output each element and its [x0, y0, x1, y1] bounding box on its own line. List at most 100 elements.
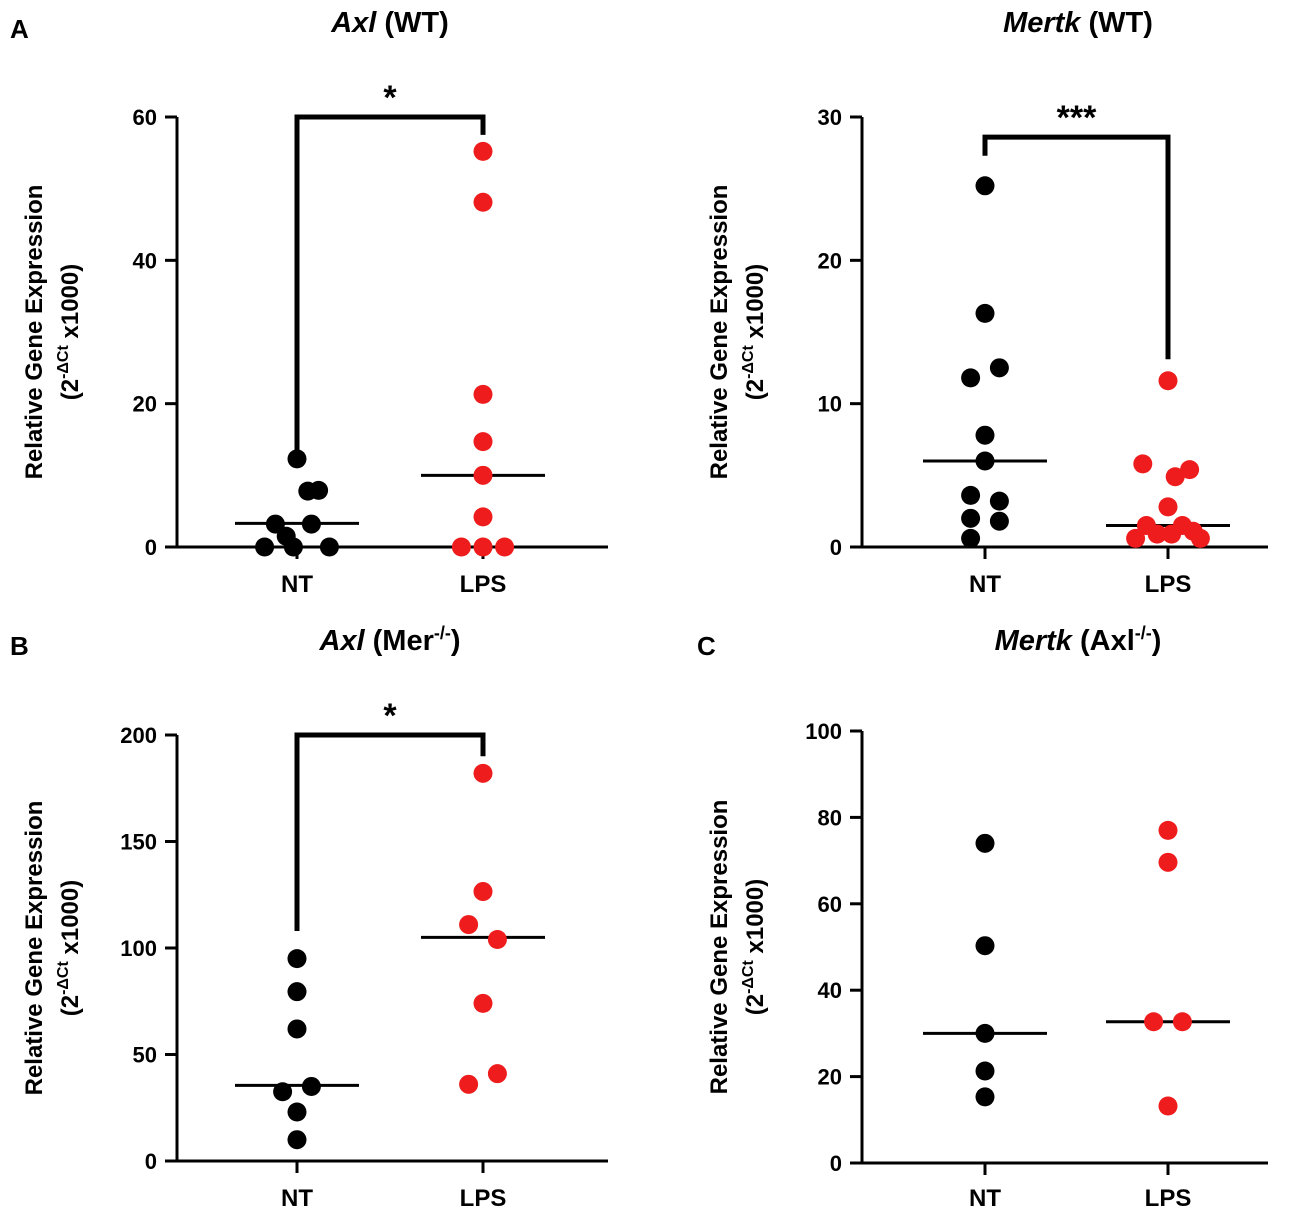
- y-axis-label-suffix: x1000): [742, 264, 769, 345]
- data-point-lps: [1147, 524, 1167, 544]
- x-tick-label-nt: NT: [969, 1185, 1001, 1212]
- y-tick-label: 200: [120, 723, 157, 748]
- y-axis-label-superscript: -ΔCt: [55, 961, 72, 995]
- y-axis-label: Relative Gene Expression (2-ΔCt x1000): [706, 185, 769, 480]
- data-point-nt: [975, 1023, 995, 1043]
- panel-label-b: B: [10, 631, 29, 661]
- x-tick-label-nt: NT: [969, 571, 1001, 598]
- y-axis-label-prefix: (2: [742, 994, 769, 1015]
- plot-mertk-wt: Mertk (WT) Relative Gene Expression (2-ΔCt…: [706, 7, 1268, 598]
- y-axis-label-line2: (2-ΔCt x1000): [740, 264, 769, 400]
- y-axis-label-superscript: -ΔCt: [55, 345, 72, 379]
- data-point-lps: [451, 537, 471, 557]
- data-point-nt: [989, 358, 1009, 378]
- data-point-lps: [473, 432, 493, 452]
- data-point-nt: [975, 176, 995, 196]
- data-point-lps: [473, 465, 493, 485]
- y-tick-label: 80: [818, 805, 842, 830]
- chart-title-genotype: (WT): [376, 7, 448, 39]
- data-point-lps: [1144, 1012, 1164, 1032]
- data-point-lps: [495, 537, 515, 557]
- y-axis-label-prefix: (2: [57, 379, 84, 400]
- y-axis-label-line2: (2-ΔCt x1000): [740, 879, 769, 1015]
- y-tick-label: 20: [133, 392, 157, 417]
- chart-title: Axl (WT): [330, 7, 449, 39]
- data-point-nt: [287, 1130, 307, 1150]
- panel-label-c: C: [697, 631, 716, 661]
- data-point-nt: [283, 537, 303, 557]
- data-point-nt: [287, 1102, 307, 1122]
- data-point-lps: [459, 1074, 479, 1094]
- data-point-lps: [1158, 852, 1178, 872]
- y-axis-label-prefix: (2: [57, 995, 84, 1016]
- data-point-nt: [975, 303, 995, 323]
- y-axis-label-suffix: x1000): [57, 264, 84, 345]
- y-tick-label: 50: [133, 1043, 157, 1068]
- chart-title-genotype: (Axl: [1072, 625, 1135, 657]
- data-point-nt: [975, 936, 995, 956]
- data-point-nt: [961, 485, 981, 505]
- data-point-lps: [473, 141, 493, 161]
- y-axis-label: Relative Gene Expression (2-ΔCt x1000): [21, 801, 84, 1096]
- chart-title-genotype: (Mer: [365, 625, 434, 657]
- x-tick-label-lps: LPS: [460, 1185, 507, 1212]
- data-point-nt: [961, 508, 981, 528]
- data-point-nt: [265, 514, 285, 534]
- data-point-lps: [487, 1064, 507, 1084]
- plot-axl-wt: Axl (WT) Relative Gene Expression (2-ΔCt x…: [21, 7, 608, 598]
- data-point-lps: [473, 537, 493, 557]
- data-point-nt: [961, 368, 981, 388]
- y-tick-label: 60: [133, 105, 157, 130]
- chart-title-gene: Axl: [330, 7, 377, 39]
- data-point-lps: [1162, 524, 1182, 544]
- data-point-nt: [975, 1087, 995, 1107]
- y-axis-label-prefix: (2: [742, 379, 769, 400]
- y-axis-label-line1: Relative Gene Expression: [21, 801, 48, 1096]
- significance-label: ***: [1057, 99, 1097, 137]
- y-axis-label-line1: Relative Gene Expression: [706, 185, 733, 480]
- x-tick-label-lps: LPS: [460, 571, 507, 598]
- y-tick-label: 0: [145, 1149, 157, 1174]
- x-tick-label-nt: NT: [281, 571, 313, 598]
- y-axis-label-line1: Relative Gene Expression: [21, 185, 48, 480]
- data-point-lps: [1183, 521, 1203, 541]
- y-tick-label: 150: [120, 830, 157, 855]
- chart-title: Mertk (Axl-/-): [995, 623, 1162, 657]
- data-point-lps: [473, 763, 493, 783]
- data-point-lps: [1172, 1012, 1192, 1032]
- data-point-nt: [301, 1076, 321, 1096]
- significance-label: *: [383, 79, 397, 117]
- data-point-lps: [1158, 1096, 1178, 1116]
- data-point-nt: [287, 1019, 307, 1039]
- significance-bracket: [294, 114, 486, 458]
- data-point-nt: [989, 491, 1009, 511]
- y-axis-label-superscript: -ΔCt: [740, 345, 757, 379]
- x-tick-label-nt: NT: [281, 1185, 313, 1212]
- data-point-nt: [975, 451, 995, 471]
- chart-title-close: ): [1152, 625, 1162, 657]
- data-point-lps: [473, 384, 493, 404]
- data-point-nt: [975, 425, 995, 445]
- data-point-lps: [1158, 371, 1178, 391]
- data-point-lps: [1180, 460, 1200, 480]
- data-point-lps: [459, 915, 479, 935]
- plot-axl-mer: Axl (Mer-/-) Relative Gene Expression (2-Δ…: [21, 623, 608, 1212]
- y-tick-label: 10: [818, 392, 842, 417]
- chart-title-superscript: -/-: [434, 623, 451, 643]
- data-point-lps: [473, 192, 493, 212]
- significance-bracket: [982, 134, 1171, 360]
- data-point-lps: [1165, 467, 1185, 487]
- y-axis-label-line1: Relative Gene Expression: [706, 800, 733, 1095]
- data-point-lps: [487, 929, 507, 949]
- data-point-nt: [961, 528, 981, 548]
- x-tick-label-lps: LPS: [1145, 1185, 1192, 1212]
- data-point-nt: [287, 449, 307, 469]
- y-axis-label-line2: (2-ΔCt x1000): [55, 264, 84, 400]
- data-point-nt: [975, 1061, 995, 1081]
- chart-title-gene: Mertk: [995, 625, 1074, 657]
- y-axis-label-line2: (2-ΔCt x1000): [55, 880, 84, 1016]
- data-point-nt: [287, 949, 307, 969]
- data-point-lps: [1158, 820, 1178, 840]
- data-point-nt: [301, 514, 321, 534]
- data-point-nt: [975, 833, 995, 853]
